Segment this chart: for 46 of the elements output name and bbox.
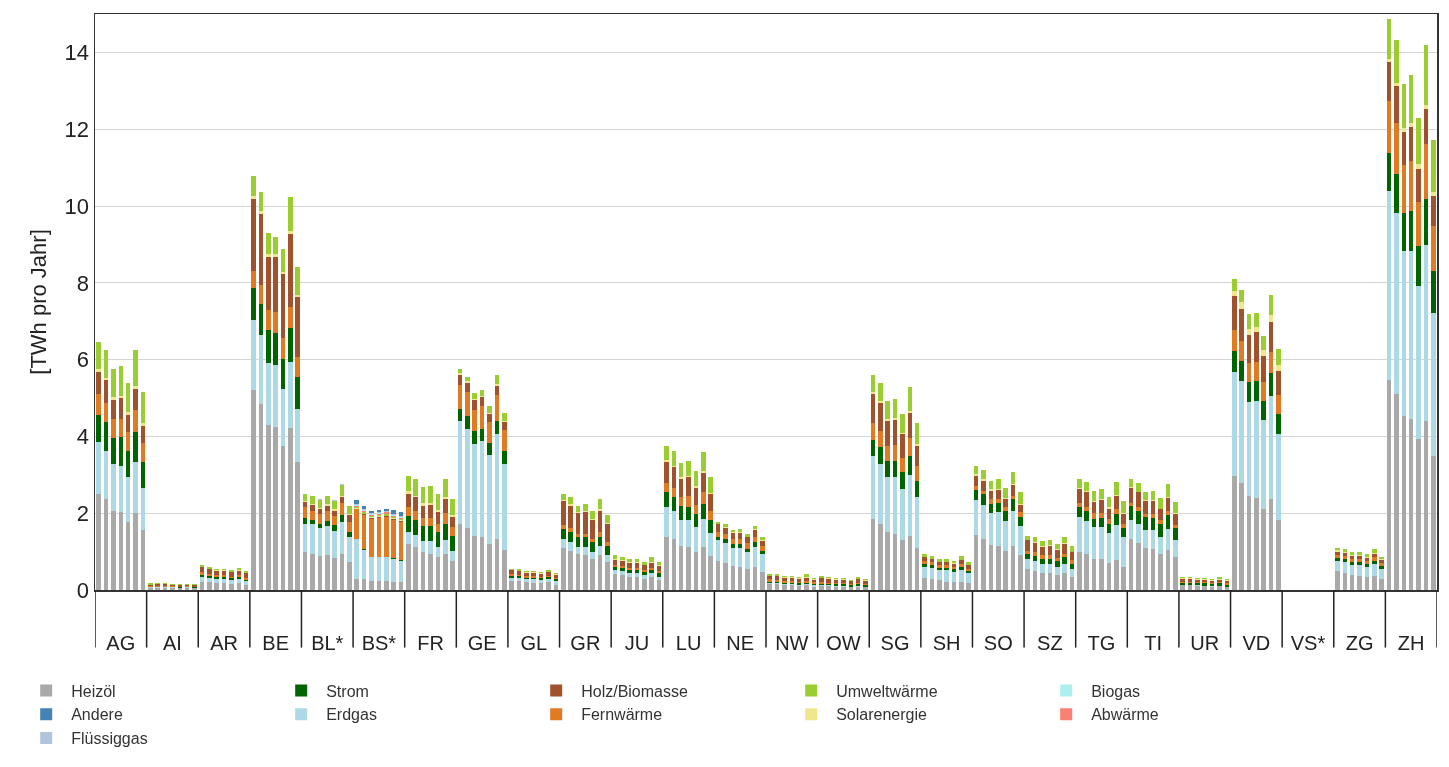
- x-tick-label: ZG: [1345, 631, 1374, 654]
- legend-label: Abwärme: [1091, 706, 1159, 724]
- x-tick-label: NE: [726, 631, 755, 654]
- legend-label: Erdgas: [326, 706, 377, 724]
- y-tick-label: 10: [64, 193, 90, 219]
- legend-label: Strom: [326, 682, 369, 700]
- x-tick-label: BE: [262, 631, 289, 654]
- y-tick-label: 2: [76, 500, 90, 526]
- legend-label: Solarenergie: [836, 706, 928, 724]
- x-tick-label: VS*: [1290, 631, 1326, 654]
- legend-label: Biogas: [1091, 682, 1141, 700]
- legend-label: Holz/Biomasse: [581, 682, 688, 700]
- x-tick-label: OW: [826, 631, 861, 654]
- x-tick-label: ZH: [1397, 631, 1425, 654]
- x-tick-label: BL*: [311, 631, 344, 654]
- x-tick-label: UR: [1190, 631, 1220, 654]
- x-tick-label: SO: [983, 631, 1013, 654]
- y-tick-label: 6: [76, 347, 90, 373]
- y-tick-label: 12: [64, 116, 90, 142]
- x-tick-label: AR: [210, 631, 238, 654]
- x-tick-label: SH: [932, 631, 961, 654]
- legend-label: Flüssiggas: [71, 730, 148, 748]
- y-tick-label: 14: [64, 40, 90, 66]
- x-tick-label: NW: [775, 631, 809, 654]
- x-tick-label: TG: [1087, 631, 1116, 654]
- legend-label: Fernwärme: [581, 706, 663, 724]
- y-tick-label: 0: [76, 577, 90, 603]
- x-tick-label: GE: [467, 631, 497, 654]
- legend-label: Heizöl: [71, 682, 116, 700]
- x-tick-label: GR: [570, 631, 601, 654]
- x-tick-label: LU: [675, 631, 702, 654]
- x-tick-label: BS*: [361, 631, 397, 654]
- y-tick-label: 4: [76, 424, 90, 450]
- y-tick-label: 8: [76, 270, 90, 296]
- x-tick-label: VD: [1242, 631, 1271, 654]
- x-tick-label: SG: [880, 631, 910, 654]
- x-tick-label: JU: [624, 631, 650, 654]
- x-tick-label: TI: [1144, 631, 1163, 654]
- x-tick-label: SZ: [1037, 631, 1063, 654]
- x-tick-label: FR: [417, 631, 444, 654]
- y-axis-title: [TWh pro Jahr]: [25, 229, 51, 375]
- x-tick-label: AI: [162, 631, 182, 654]
- x-tick-label: AG: [106, 631, 136, 654]
- x-tick-label: GL: [520, 631, 548, 654]
- legend-label: Umweltwärme: [836, 682, 938, 700]
- legend-label: Andere: [71, 706, 123, 724]
